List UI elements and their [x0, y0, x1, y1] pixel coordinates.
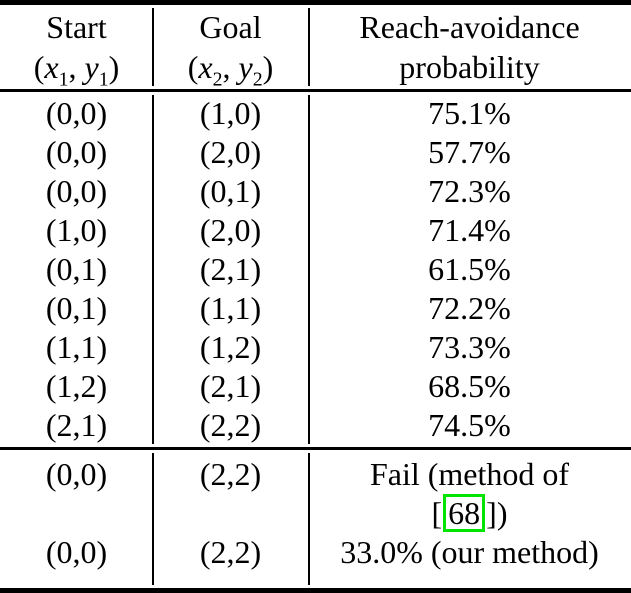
header-rule: [0, 89, 631, 92]
header-probability-cell: Reach-avoidance probability: [308, 7, 631, 87]
body-rows: (0,0) (1,0) 75.1% (0,0) (2,0) 57.7% (0,0) (0,1)…: [0, 94, 631, 445]
probability-cell: 73.3%: [428, 329, 511, 365]
table-row: (0,1) (1,1) 72.2%: [0, 289, 631, 328]
goal-cell: (2,2): [199, 456, 262, 492]
section-rule: [0, 447, 631, 450]
probability-cell: Fail (method of [68]): [308, 455, 631, 533]
probability-cell: 72.3%: [428, 173, 511, 209]
table-row: (1,1) (1,2) 73.3%: [0, 328, 631, 367]
table-row: (1,2) (2,1) 68.5%: [0, 367, 631, 406]
goal-cell: (0,1): [199, 173, 262, 209]
table-row: (1,0) (2,0) 71.4%: [0, 211, 631, 250]
bottom-rule: [0, 588, 631, 593]
goal-cell: (2,1): [199, 251, 262, 287]
probability-cell: 74.5%: [428, 407, 511, 443]
citation-close-brackets: ]): [486, 495, 508, 531]
goal-cell: (2,0): [199, 134, 262, 170]
goal-cell: (2,1): [199, 368, 262, 404]
probability-cell: 72.2%: [428, 290, 511, 326]
comparison-section: (0,0) (2,2) Fail (method of [68]) (0,0) …: [0, 450, 631, 588]
table-header: Start (x1, y1) Goal (x2, y2) Reach-avoid…: [0, 5, 631, 89]
goal-cell: (1,1): [199, 290, 262, 326]
start-cell: (0,0): [45, 134, 108, 170]
top-rule: [0, 0, 631, 5]
goal-cell: (1,0): [199, 95, 262, 131]
table-row: (0,0) (2,0) 57.7%: [0, 133, 631, 172]
column-separator: [152, 8, 154, 86]
start-cell: (0,0): [45, 173, 108, 209]
table-row: (2,1) (2,2) 74.5%: [0, 406, 631, 445]
start-cell: (0,0): [45, 456, 108, 492]
fail-result-line2: [68]): [308, 494, 631, 533]
fail-result-line1: Fail (method of: [369, 456, 570, 492]
header-start-title: Start: [46, 9, 107, 45]
header-probability-line2: probability: [399, 49, 540, 85]
start-cell: (0,0): [45, 95, 108, 131]
probability-cell: 71.4%: [428, 212, 511, 248]
header-goal-coords: (x2, y2): [187, 49, 274, 91]
column-separator: [308, 8, 310, 86]
header-start-cell: Start (x1, y1): [0, 7, 153, 91]
start-cell: (0,1): [45, 290, 108, 326]
probability-cell: 61.5%: [428, 251, 511, 287]
goal-cell: (2,2): [199, 534, 262, 570]
table-row: (0,1) (2,1) 61.5%: [0, 250, 631, 289]
column-separator: [308, 453, 310, 585]
header-goal-title: Goal: [199, 9, 262, 45]
start-cell: (1,1): [45, 329, 108, 365]
citation-open-bracket: [: [431, 495, 443, 531]
table-body: (0,0) (1,0) 75.1% (0,0) (2,0) 57.7% (0,0) (0,1)…: [0, 92, 631, 447]
start-cell: (1,2): [45, 368, 108, 404]
table-row: (0,0) (2,2) Fail (method of [68]): [0, 455, 631, 533]
table-row: (0,0) (0,1) 72.3%: [0, 172, 631, 211]
goal-cell: (2,2): [199, 407, 262, 443]
probability-cell: 57.7%: [428, 134, 511, 170]
probability-cell: 33.0% (our method): [340, 534, 599, 570]
column-separator: [152, 453, 154, 585]
start-cell: (1,0): [45, 212, 108, 248]
goal-cell: (1,2): [199, 329, 262, 365]
column-separator: [152, 95, 154, 444]
goal-cell: (2,0): [199, 212, 262, 248]
start-cell: (2,1): [45, 407, 108, 443]
header-probability-line1: Reach-avoidance: [359, 9, 580, 45]
probability-cell: 75.1%: [428, 95, 511, 131]
column-separator: [308, 95, 310, 444]
header-goal-cell: Goal (x2, y2): [153, 7, 308, 91]
header-start-coords: (x1, y1): [33, 49, 120, 91]
start-cell: (0,1): [45, 251, 108, 287]
citation-box[interactable]: 68: [443, 494, 486, 533]
table-row: (0,0) (1,0) 75.1%: [0, 94, 631, 133]
start-cell: (0,0): [45, 534, 108, 570]
probability-cell: 68.5%: [428, 368, 511, 404]
table-row: (0,0) (2,2) 33.0% (our method): [0, 533, 631, 572]
